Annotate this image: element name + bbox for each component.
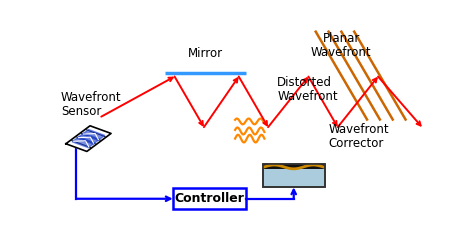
Bar	[263, 164, 325, 169]
Text: Controller: Controller	[175, 192, 245, 205]
Polygon shape	[77, 133, 100, 144]
Text: Distorted
Wavefront: Distorted Wavefront	[277, 76, 338, 103]
Polygon shape	[72, 137, 95, 148]
Text: Wavefront
Corrector: Wavefront Corrector	[329, 123, 389, 150]
Polygon shape	[82, 129, 105, 140]
Bar	[173, 188, 246, 209]
Polygon shape	[66, 126, 111, 152]
Bar	[263, 164, 325, 187]
Bar	[263, 164, 325, 187]
Text: Wavefront
Sensor: Wavefront Sensor	[61, 91, 122, 118]
Text: Mirror: Mirror	[188, 47, 223, 60]
Text: Planar
Wavefront: Planar Wavefront	[311, 32, 372, 59]
